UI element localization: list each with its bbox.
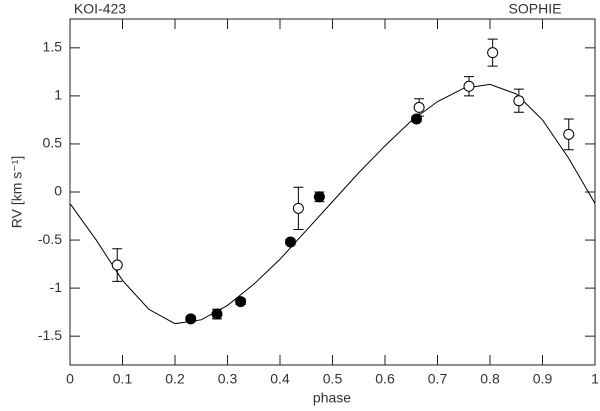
x-tick-label: 0.7 (428, 371, 448, 387)
data-point (411, 113, 422, 125)
y-tick-label: 0.5 (43, 135, 63, 151)
x-tick-label: 0.2 (165, 371, 185, 387)
data-point (285, 236, 296, 248)
x-tick-label: 0.1 (113, 371, 133, 387)
y-tick-label: 0 (54, 183, 62, 199)
data-point (513, 95, 525, 107)
y-axis-label: RV [km s⁻¹] (9, 156, 25, 228)
plot-frame (69, 18, 596, 366)
y-tick-label: 1 (54, 87, 62, 103)
data-point (111, 259, 123, 271)
data-point (292, 202, 304, 214)
y-tick-label: -1 (50, 279, 63, 295)
x-tick-label: 0.8 (480, 371, 500, 387)
x-tick-label: 0.3 (218, 371, 238, 387)
data-point (413, 101, 425, 113)
annotation: KOI-423 (74, 1, 126, 17)
data-point (463, 80, 475, 92)
x-tick-label: 1 (591, 371, 599, 387)
x-tick-label: 0.5 (323, 371, 343, 387)
data-point (235, 296, 247, 308)
x-tick-label: 0.4 (270, 371, 290, 387)
y-tick-label: 1.5 (43, 39, 63, 55)
x-tick-label: 0.6 (375, 371, 395, 387)
annotation: SOPHIE (509, 1, 562, 17)
model-curve (69, 83, 596, 325)
data-point (313, 191, 325, 203)
y-tick-label: -1.5 (38, 327, 62, 343)
x-tick-label: 0 (66, 371, 74, 387)
data-point (487, 47, 499, 59)
y-tick-label: -0.5 (38, 231, 62, 247)
x-axis-label: phase (313, 390, 351, 406)
data-point (563, 128, 575, 140)
data-point (185, 313, 197, 325)
data-point (211, 308, 223, 320)
x-tick-label: 0.9 (533, 371, 553, 387)
